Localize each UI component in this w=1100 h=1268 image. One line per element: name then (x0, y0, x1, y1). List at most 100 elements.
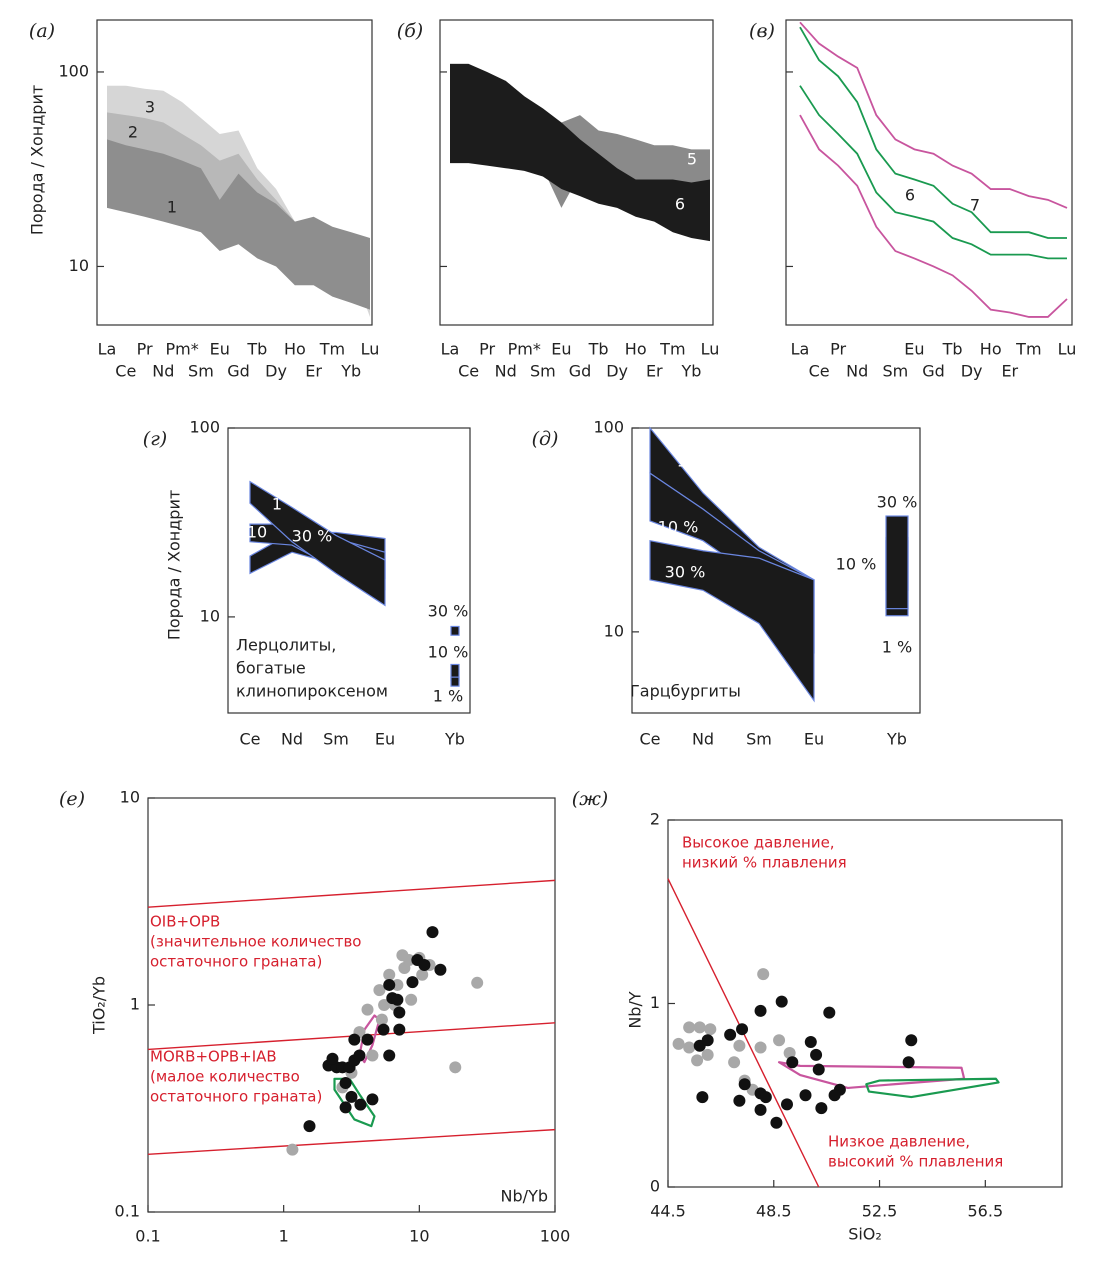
range-bar (450, 625, 460, 636)
x-tick-label: Yb (680, 362, 701, 381)
x-tick-label: Ce (809, 362, 830, 381)
panel-label: (в) (749, 20, 775, 42)
x-tick-label: Sm (530, 362, 556, 381)
x-tick-label: 100 (540, 1227, 571, 1246)
y-axis-label: TiO₂/Yb (90, 976, 109, 1035)
data-point (391, 993, 404, 1006)
data-point (696, 1091, 709, 1104)
series-line (799, 21, 1068, 209)
x-tick-label: Tb (942, 340, 963, 359)
data-point (724, 1028, 737, 1041)
series-line (799, 26, 1067, 239)
x-tick-label: 56.5 (968, 1202, 1004, 1221)
y-tick-label: 10 (200, 606, 220, 625)
x-tick-label: Pm* (508, 340, 541, 359)
annotation: 30 % (428, 602, 469, 621)
x-tick-label: Tm (319, 340, 345, 359)
band-label: 30 % (665, 563, 706, 582)
data-point (339, 1101, 352, 1114)
x-tick-label: Dy (961, 362, 983, 381)
data-point (783, 1047, 796, 1060)
data-point (754, 1041, 767, 1054)
annotation: OIB+OPB (150, 913, 220, 931)
band-label: 1 (167, 198, 177, 217)
data-point (738, 1078, 751, 1091)
x-tick-label: Yb (886, 730, 907, 749)
x-tick-label: Lu (701, 340, 720, 359)
annotation: 10 % (836, 555, 877, 574)
data-point (393, 1023, 406, 1036)
boundary-line (147, 879, 556, 908)
x-tick-label: Sm (323, 730, 349, 749)
data-point (823, 1006, 836, 1019)
data-point (672, 1037, 685, 1050)
annotation: остаточного граната) (150, 1088, 322, 1106)
panel-label: (ж) (572, 788, 608, 810)
note: богатые (236, 659, 306, 678)
data-point (393, 1006, 406, 1019)
data-point (383, 968, 396, 981)
data-point (345, 1090, 358, 1103)
band-label: 3 (145, 98, 155, 117)
x-tick-label: 48.5 (756, 1202, 792, 1221)
y-tick-label: 10 (604, 621, 624, 640)
data-point (736, 1023, 749, 1036)
data-point (701, 1048, 714, 1061)
annotation: высокий % плавления (828, 1153, 1003, 1171)
y-axis-label: Порода / Хондрит (165, 490, 184, 640)
note: Лерцолиты, (236, 636, 336, 655)
x-tick-label: Nd (281, 730, 303, 749)
data-point (348, 1033, 361, 1046)
annotation: (значительное количество (150, 933, 361, 951)
range-band (107, 139, 370, 310)
x-tick-label: Gd (922, 362, 945, 381)
y-tick-label: 1 (650, 993, 660, 1012)
band-label: 10 (247, 523, 267, 542)
x-tick-label: Eu (804, 730, 824, 749)
x-tick-label: Tb (246, 340, 267, 359)
x-axis-label: Nb/Yb (501, 1187, 548, 1206)
field-outline (865, 1077, 1000, 1099)
annotation: 6 (905, 186, 915, 205)
data-point (418, 959, 431, 972)
data-point (728, 1056, 741, 1069)
data-point (905, 1034, 918, 1047)
y-axis-label: Порода / Хондрит (28, 85, 47, 235)
annotation: 1 % (433, 687, 463, 706)
x-tick-label: Gd (569, 362, 592, 381)
x-tick-label: Gd (227, 362, 250, 381)
data-point (733, 1039, 746, 1052)
x-tick-label: Lu (1058, 340, 1077, 359)
data-point (405, 993, 418, 1006)
data-point (810, 1048, 823, 1061)
data-point (406, 976, 419, 989)
band-label: 1 % (677, 452, 707, 471)
band-label: 2 (128, 123, 138, 142)
panel-label: (г) (143, 428, 167, 450)
x-tick-label: Eu (375, 730, 395, 749)
data-point (754, 1103, 767, 1116)
data-point (786, 1056, 799, 1069)
x-tick-label: La (441, 340, 460, 359)
band-label: 6 (675, 195, 685, 214)
x-tick-label: Nd (846, 362, 868, 381)
x-tick-label: 44.5 (650, 1202, 686, 1221)
x-tick-label: Ce (115, 362, 136, 381)
x-tick-label: Pr (137, 340, 153, 359)
data-point (326, 1052, 339, 1065)
x-tick-label: Tm (659, 340, 685, 359)
x-tick-label: Pr (830, 340, 846, 359)
band-label: 10 % (658, 518, 699, 537)
panel-label: (а) (29, 20, 55, 42)
x-tick-label: 1 (279, 1227, 289, 1246)
x-tick-label: Ho (980, 340, 1002, 359)
data-point (775, 995, 788, 1008)
x-tick-label: Nd (495, 362, 517, 381)
range-bar (885, 515, 909, 610)
x-tick-label: Yb (340, 362, 361, 381)
x-tick-label: Tb (588, 340, 609, 359)
data-point (754, 1004, 767, 1017)
annotation: Низкое давление, (828, 1133, 970, 1151)
y-tick-label: 2 (650, 810, 660, 829)
plot-frame (631, 427, 921, 714)
